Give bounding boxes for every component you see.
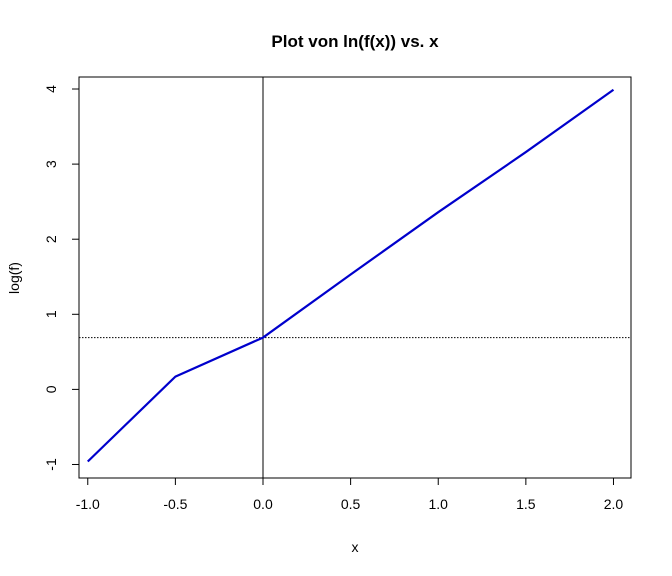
x-axis: -1.0 -0.5 0.0 0.5 1.0 1.5 2.0: [76, 477, 624, 512]
y-tick-label: 1: [43, 310, 59, 318]
reference-lines: [79, 77, 631, 478]
x-axis-label: x: [352, 539, 359, 555]
series-line: [86, 88, 615, 463]
y-axis-label: log(f): [6, 262, 22, 294]
x-tick-label: 0.0: [253, 496, 273, 512]
x-tick-label: -0.5: [163, 496, 187, 512]
series-layer: [86, 88, 615, 463]
x-tick-label: 2.0: [604, 496, 624, 512]
y-tick-label: -1: [43, 458, 59, 471]
x-tick-label: 1.0: [429, 496, 449, 512]
x-tick-label: 1.5: [516, 496, 536, 512]
x-tick-label: -1.0: [76, 496, 100, 512]
chart-title: Plot von ln(f(x)) vs. x: [271, 32, 439, 51]
y-tick-label: 4: [43, 85, 59, 93]
y-axis: -1 0 1 2 3 4: [43, 85, 80, 471]
y-tick-label: 3: [43, 160, 59, 168]
y-tick-label: 0: [43, 385, 59, 393]
x-tick-label: 0.5: [341, 496, 361, 512]
y-tick-label: 2: [43, 235, 59, 243]
